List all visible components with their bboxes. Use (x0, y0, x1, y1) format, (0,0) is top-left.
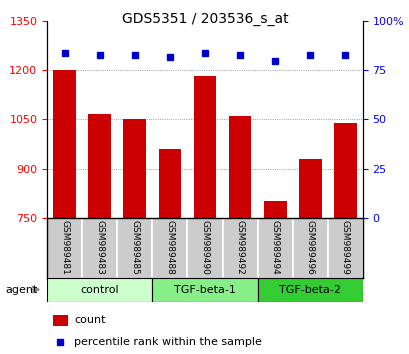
Bar (53, 315, 67, 326)
Text: GSM989483: GSM989483 (95, 219, 104, 274)
Bar (193, 76, 216, 218)
Text: GSM989488: GSM989488 (165, 219, 174, 274)
Bar (292, 218, 327, 278)
Bar (327, 218, 362, 278)
Bar (257, 278, 362, 302)
Bar (152, 218, 187, 278)
Bar (47, 278, 152, 302)
Text: GSM989490: GSM989490 (200, 219, 209, 274)
Text: GSM989499: GSM989499 (340, 219, 349, 274)
Bar (257, 218, 292, 278)
Text: GSM989494: GSM989494 (270, 219, 279, 274)
Text: GSM989492: GSM989492 (235, 219, 244, 274)
Bar (187, 218, 222, 278)
Bar (152, 278, 257, 302)
Text: control: control (80, 285, 119, 295)
Text: count: count (74, 315, 105, 325)
Bar (123, 119, 146, 218)
Bar (47, 218, 82, 278)
Bar (53, 70, 76, 218)
Bar (298, 159, 321, 218)
Bar (117, 218, 152, 278)
Text: GSM989481: GSM989481 (60, 219, 69, 274)
Text: TGF-beta-1: TGF-beta-1 (174, 285, 235, 295)
Text: GSM989485: GSM989485 (130, 219, 139, 274)
Bar (158, 149, 181, 218)
Bar (228, 116, 251, 218)
Bar (88, 114, 111, 218)
Text: TGF-beta-2: TGF-beta-2 (279, 285, 340, 295)
Text: percentile rank within the sample: percentile rank within the sample (74, 337, 261, 347)
Text: GSM989496: GSM989496 (305, 219, 314, 274)
Bar (333, 123, 356, 218)
Text: agent: agent (5, 285, 37, 295)
Bar (82, 218, 117, 278)
Bar (263, 201, 286, 218)
Text: GDS5351 / 203536_s_at: GDS5351 / 203536_s_at (121, 12, 288, 27)
Bar (222, 218, 257, 278)
